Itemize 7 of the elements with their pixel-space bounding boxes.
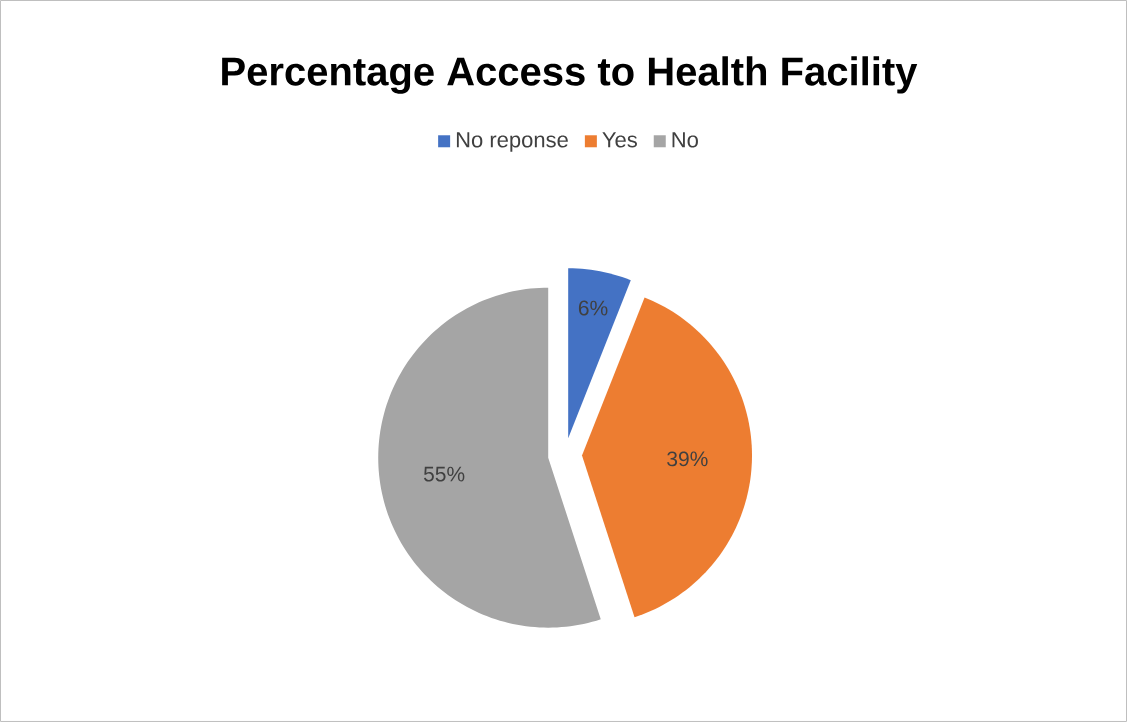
legend-label: Yes [602, 132, 637, 148]
legend-label: No reponse [456, 132, 568, 152]
legend-label: No [672, 132, 698, 148]
chart-title: Percentage Access to Health Facility [222, 56, 918, 94]
data-label: 55% [423, 466, 465, 482]
data-label: 39% [667, 451, 708, 467]
data-label: 6% [578, 300, 608, 316]
